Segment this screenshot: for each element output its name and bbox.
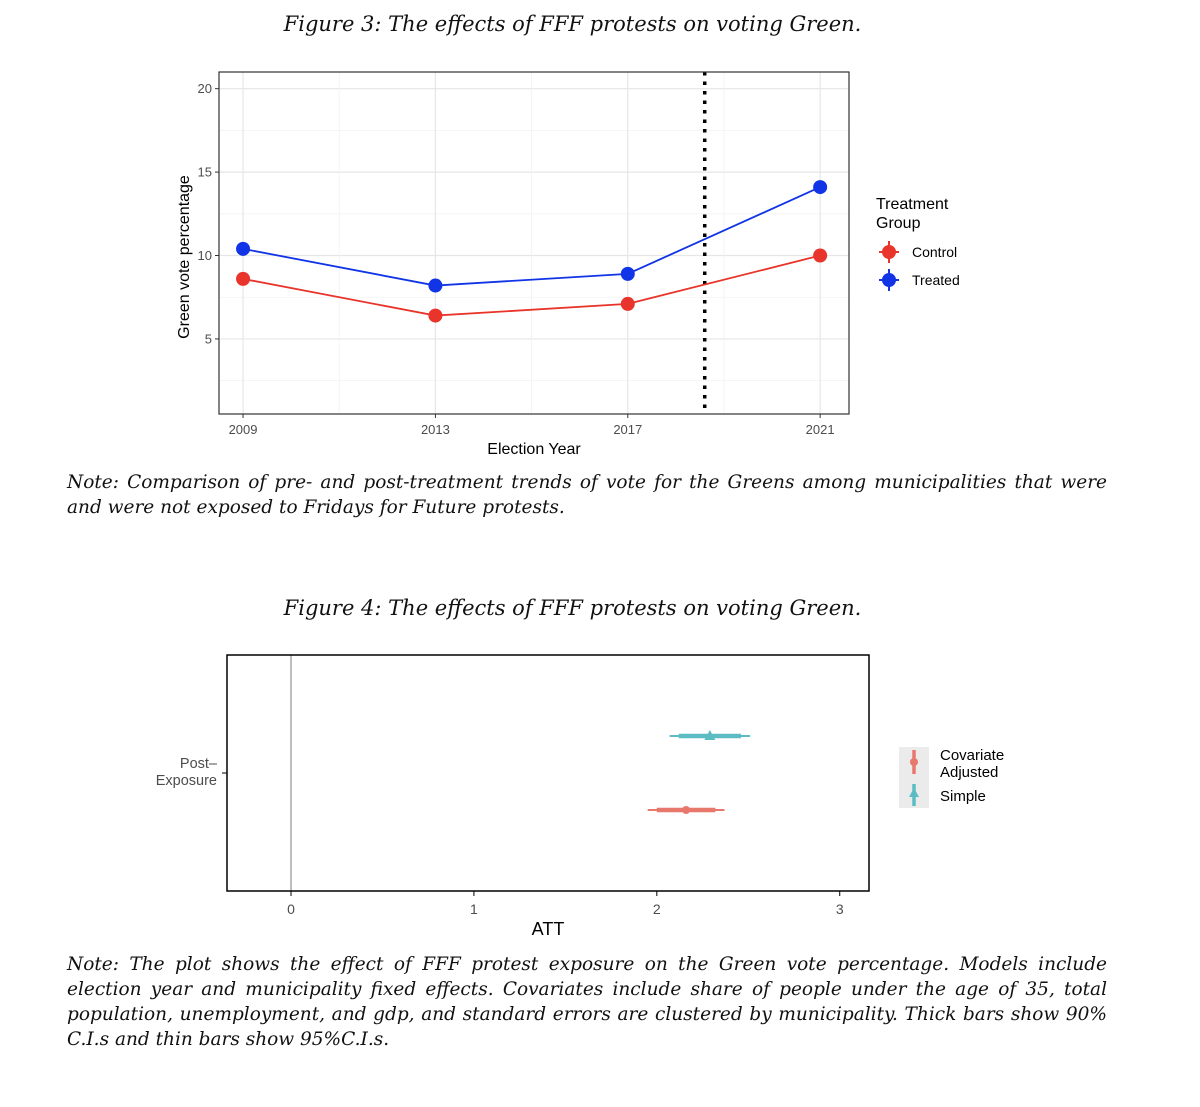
legend-label-covariate-adjusted: Covariate Adjusted (940, 747, 1004, 781)
x-tick-label: 2021 (806, 422, 835, 437)
legend-key-point (882, 273, 896, 287)
data-point-control (813, 248, 828, 263)
x-axis-title: ATT (532, 919, 565, 939)
legend: Treatment Group Control Treated (876, 196, 960, 291)
data-point-treated (428, 278, 443, 293)
figure-4-title: Figure 4: The effects of FFF protests on… (283, 596, 862, 620)
y-tick-label: 10 (198, 248, 212, 263)
data-point-treated (813, 180, 828, 195)
plot-panel-border (226, 654, 870, 892)
data-point-treated (620, 266, 635, 281)
y-tick-label: 15 (198, 165, 212, 180)
data-point-control (620, 296, 635, 311)
legend-title: Group (876, 215, 921, 232)
point-estimate-covariate-adjusted (682, 806, 691, 814)
y-tick-label: 5 (205, 331, 212, 346)
plot-panel-border (218, 71, 850, 415)
legend-label-control: Control (912, 244, 957, 260)
legend-key-point-covariate-adjusted (910, 758, 918, 766)
x-tick-label: 3 (836, 901, 844, 917)
x-tick-label: 0 (287, 901, 295, 917)
data-point-control (236, 271, 251, 286)
x-tick-label: 1 (470, 901, 478, 917)
data-point-treated (236, 241, 251, 256)
legend-key-point (882, 245, 896, 259)
legend: Covariate Adjusted Simple (899, 747, 1004, 808)
gridlines (219, 72, 849, 414)
figure-3-note: Note: Comparison of pre- and post-treatm… (67, 472, 1107, 518)
legend-label-treated: Treated (912, 272, 960, 288)
legend-title: Treatment (876, 196, 949, 213)
series-line-treated (242, 186, 821, 287)
x-gridline-marks (290, 655, 841, 891)
x-tick-label: 2017 (613, 422, 642, 437)
coefficient-plot: Post– Exposure 0 1 2 3 ATT Covariate Adjusted Sim… (156, 654, 1004, 939)
figure-4-note: Note: The plot shows the effect of FFF p… (67, 954, 1107, 1050)
y-category-label: Post– Exposure (156, 756, 218, 789)
y-axis-title: Green vote percentage (176, 175, 193, 339)
data-point-control (428, 308, 443, 323)
y-tick-label: 20 (198, 81, 212, 96)
series-line-control (242, 254, 821, 317)
point-estimate-simple (704, 730, 716, 740)
x-axis-title: Election Year (487, 441, 581, 458)
x-tick-label: 2009 (229, 422, 258, 437)
x-tick-label: 2 (653, 901, 661, 917)
legend-label-simple: Simple (940, 788, 986, 805)
line-chart: 5 10 15 20 2009 2013 2017 2021 Election Year Gree… (176, 71, 960, 458)
figure-3-title: Figure 3: The effects of FFF protests on… (283, 12, 862, 36)
legend-key-point-simple (909, 788, 919, 797)
x-tick-label: 2013 (421, 422, 450, 437)
